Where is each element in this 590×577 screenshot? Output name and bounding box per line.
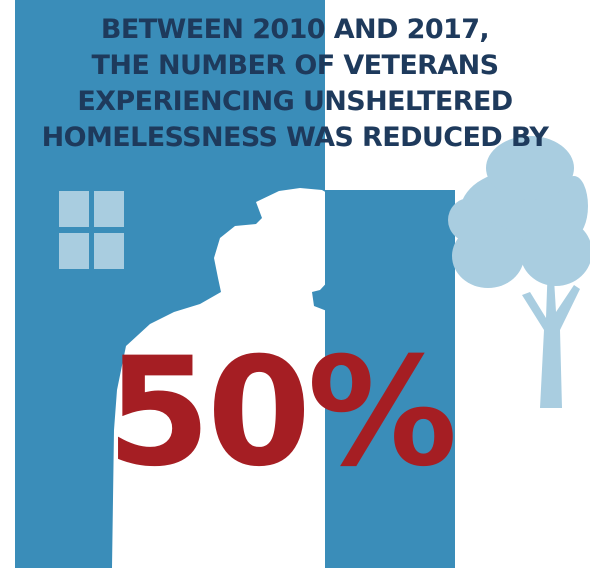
window-icon	[59, 191, 124, 269]
headline-line-4: HOMELESSNESS WAS REDUCED BY	[41, 122, 549, 153]
saluting-soldier-silhouette	[112, 188, 418, 568]
right-blue-panel	[325, 190, 455, 568]
tree-icon	[448, 136, 590, 408]
headline-line-2: THE NUMBER OF VETERANS	[91, 50, 500, 81]
statistic-value: 50%	[106, 326, 457, 500]
headline-line-1: BETWEEN 2010 AND 2017,	[100, 14, 490, 45]
headline: BETWEEN 2010 AND 2017, THE NUMBER OF VET…	[0, 12, 590, 156]
headline-line-3: EXPERIENCING UNSHELTERED	[77, 86, 513, 117]
